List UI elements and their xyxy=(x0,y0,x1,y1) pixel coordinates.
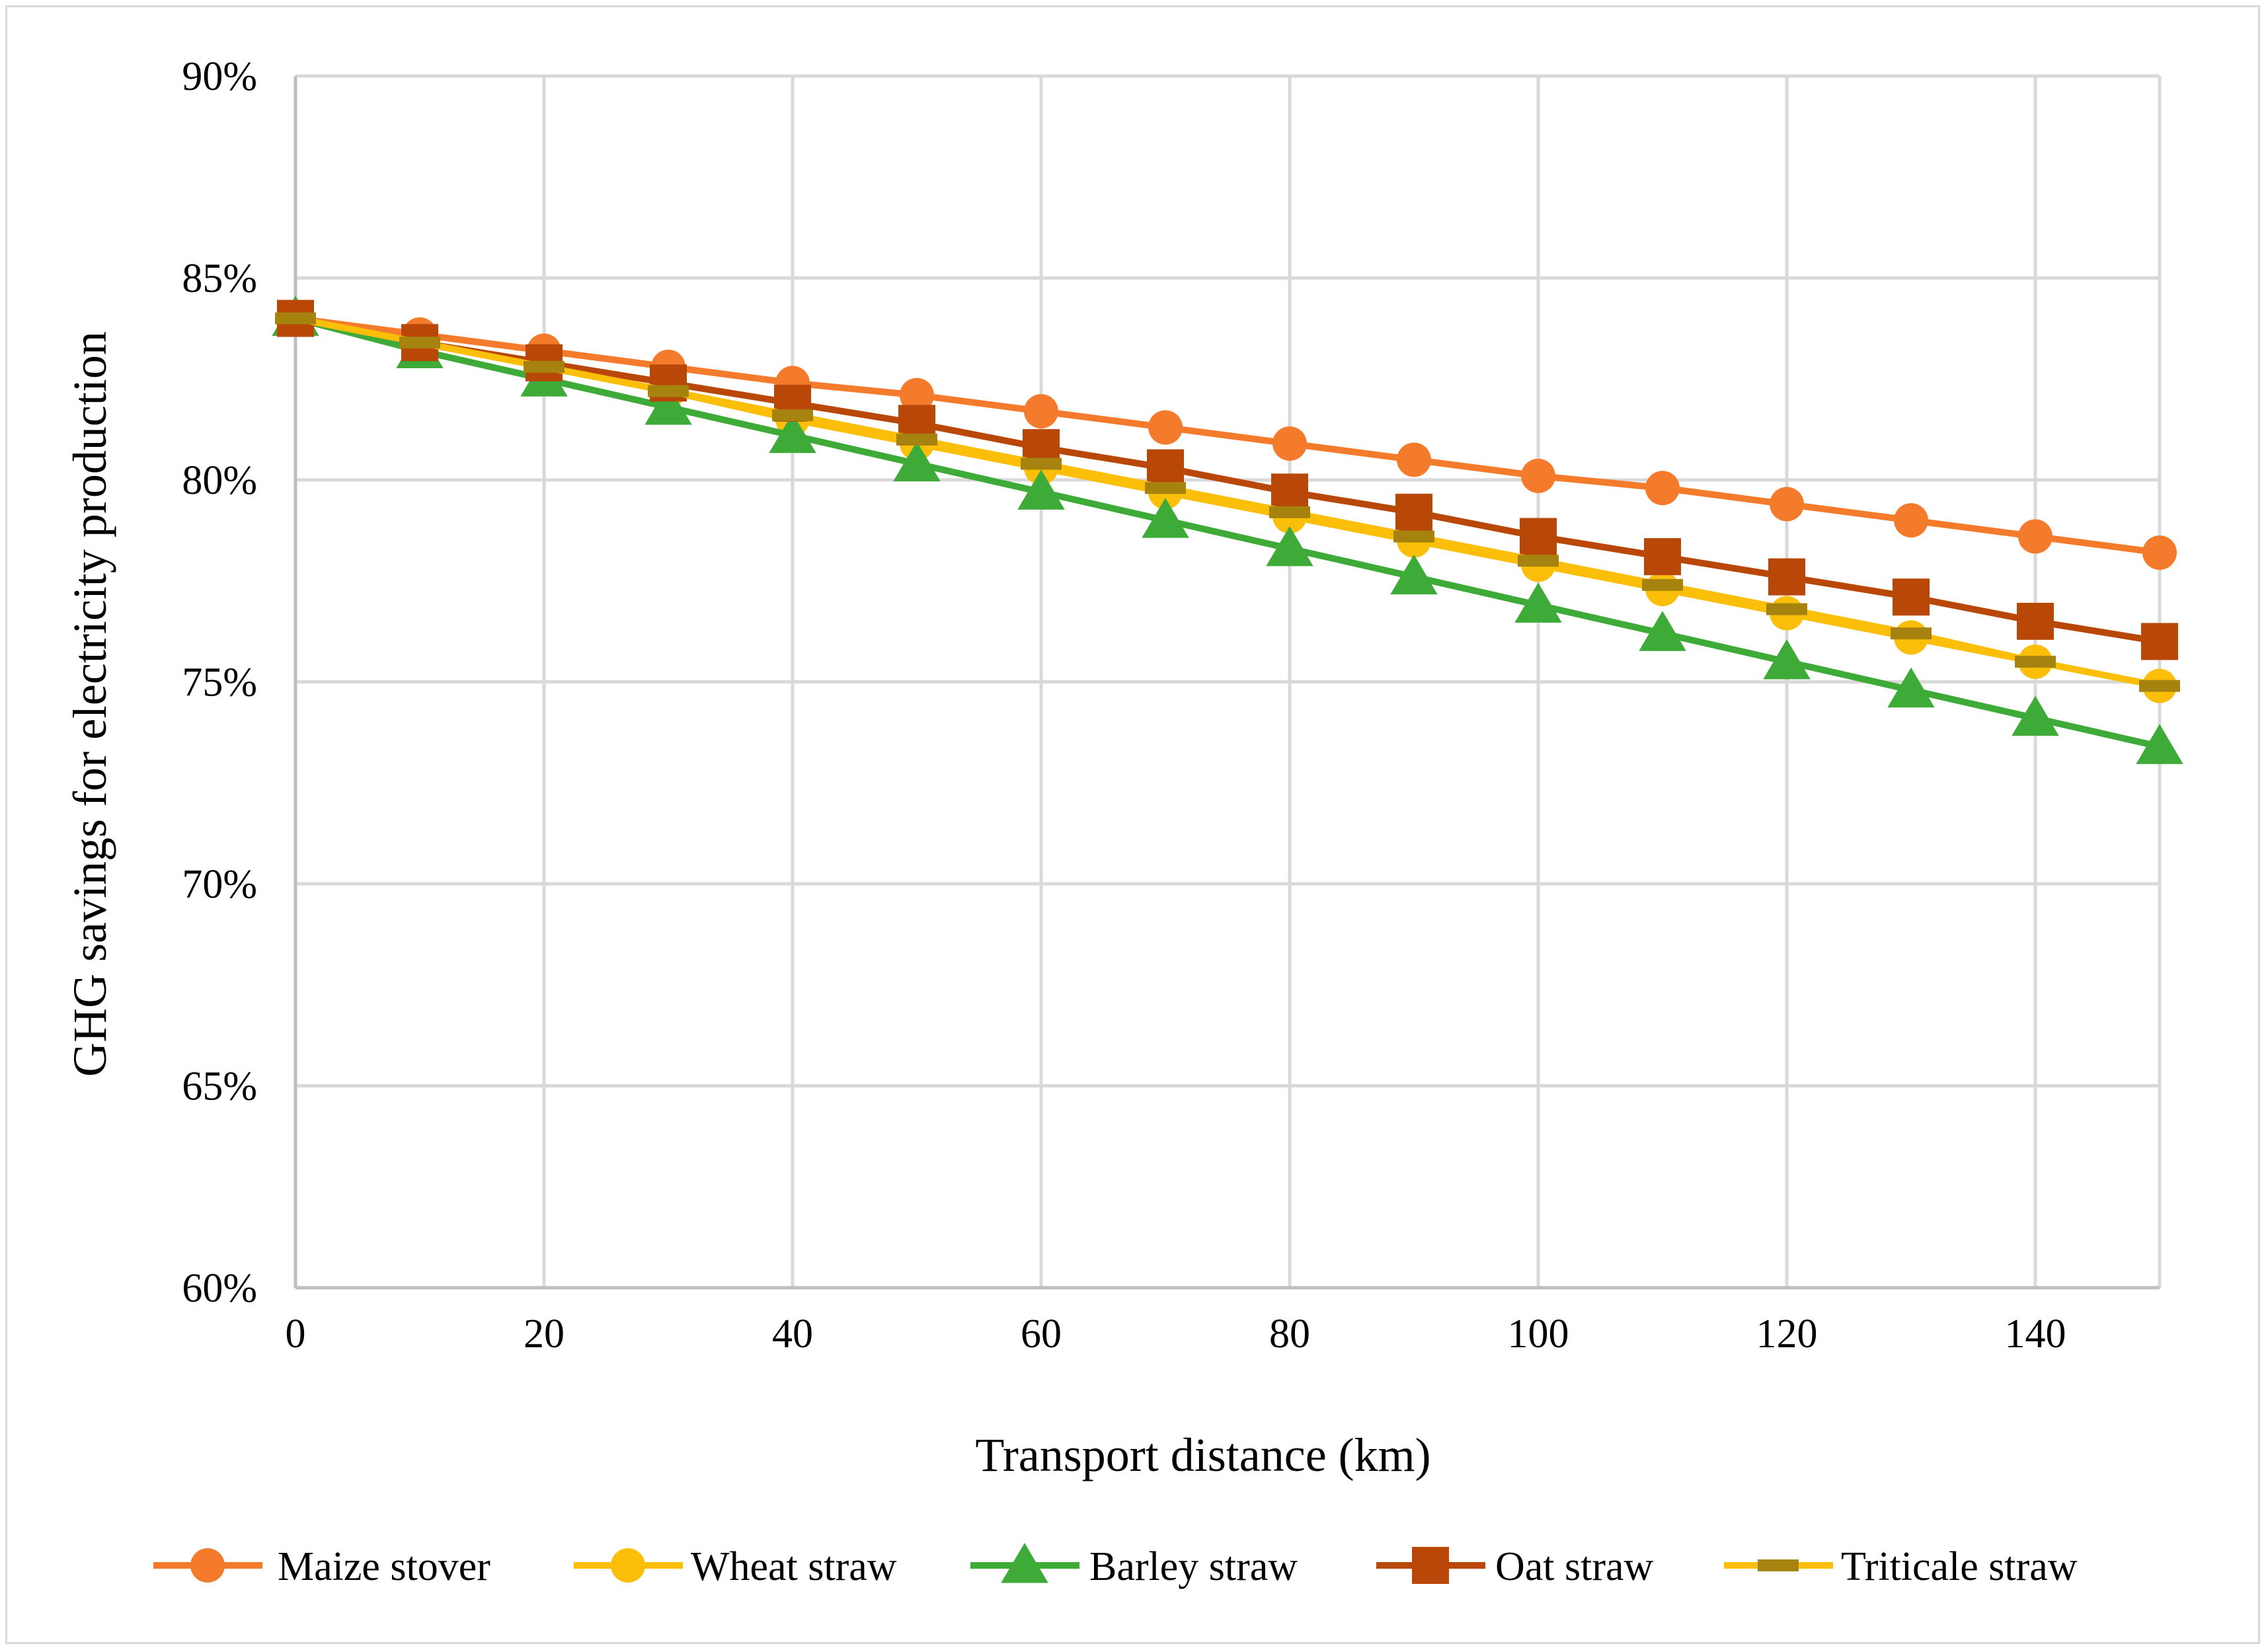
legend-item-oat-straw[interactable]: Oat straw xyxy=(1376,1544,1654,1589)
data-point-barley-straw xyxy=(2136,724,2183,764)
y-tick-label: 75% xyxy=(182,660,257,705)
x-axis-title: Transport distance (km) xyxy=(975,1429,1430,1481)
data-point-barley-straw xyxy=(645,385,692,425)
y-tick-labels: 60% 65% 70% 75% 80% 85% 90% xyxy=(182,54,257,1311)
data-point-maize-stover xyxy=(1148,410,1183,445)
series-group xyxy=(272,295,2183,764)
y-tick-label: 65% xyxy=(182,1064,257,1109)
data-point-oat-straw xyxy=(1395,493,1432,531)
data-point-maize-stover xyxy=(1894,503,1928,538)
data-point-barley-straw xyxy=(1390,554,1438,595)
data-point-oat-straw xyxy=(2141,623,2178,660)
data-point-barley-straw xyxy=(1142,498,1189,538)
data-point-triticale-straw xyxy=(2015,655,2056,668)
data-point-triticale-straw xyxy=(1891,627,1932,640)
x-tick-label: 100 xyxy=(1508,1312,1569,1357)
data-point-maize-stover xyxy=(2142,535,2177,570)
data-point-barley-straw xyxy=(1763,639,1811,680)
data-point-maize-stover xyxy=(1770,487,1804,522)
data-point-oat-straw xyxy=(1147,449,1184,487)
data-point-maize-stover xyxy=(1272,426,1307,461)
data-point-maize-stover xyxy=(900,377,934,413)
data-point-barley-straw xyxy=(893,441,941,482)
data-point-triticale-straw xyxy=(1393,530,1434,543)
data-point-oat-straw xyxy=(1520,518,1557,555)
x-tick-labels: 0 20 40 60 80 100 120 140 xyxy=(286,1312,2066,1357)
y-tick-label: 90% xyxy=(182,54,257,99)
data-point-oat-straw xyxy=(1893,578,1930,616)
legend-item-barley-straw[interactable]: Barley straw xyxy=(970,1543,1298,1589)
data-point-oat-straw xyxy=(1271,473,1308,511)
data-point-barley-straw xyxy=(1639,611,1686,651)
legend-marker xyxy=(1001,1543,1048,1583)
x-tick-label: 140 xyxy=(2005,1312,2066,1357)
data-point-triticale-straw xyxy=(1518,555,1559,567)
y-axis-title: GHG savings for electricity production xyxy=(63,331,116,1077)
series-maize-stover xyxy=(278,301,2177,570)
series-line-triticale-straw xyxy=(295,315,2160,689)
y-tick-label: 85% xyxy=(182,256,257,301)
data-point-triticale-straw xyxy=(1145,482,1186,494)
legend-item-triticale-straw[interactable]: Triticale straw xyxy=(1724,1544,2078,1589)
legend-marker xyxy=(190,1548,225,1583)
data-point-triticale-straw xyxy=(896,433,937,446)
x-tick-label: 40 xyxy=(772,1312,813,1357)
data-point-oat-straw xyxy=(1644,538,1681,576)
x-tick-label: 60 xyxy=(1021,1312,1062,1357)
legend-label: Oat straw xyxy=(1495,1544,1654,1589)
legend-item-wheat-straw[interactable]: Wheat straw xyxy=(574,1544,897,1589)
y-tick-label: 70% xyxy=(182,862,257,907)
x-tick-label: 120 xyxy=(1756,1312,1818,1357)
data-point-oat-straw xyxy=(2017,602,2054,640)
data-point-maize-stover xyxy=(2018,519,2053,554)
data-point-maize-stover xyxy=(1521,458,1555,493)
data-point-triticale-straw xyxy=(1021,457,1062,470)
y-tick-label: 60% xyxy=(182,1266,257,1311)
legend-label: Triticale straw xyxy=(1841,1544,2078,1589)
y-tick-label: 80% xyxy=(182,458,257,503)
legend-marker xyxy=(1758,1559,1799,1571)
legend-marker xyxy=(611,1548,645,1583)
data-point-triticale-straw xyxy=(275,312,316,325)
data-point-triticale-straw xyxy=(524,360,565,373)
grid-lines xyxy=(295,74,2162,1288)
legend-item-maize-stover[interactable]: Maize stover xyxy=(153,1544,490,1589)
data-point-barley-straw xyxy=(1514,582,1562,623)
data-point-maize-stover xyxy=(1645,471,1680,506)
legend[interactable]: Maize stover Wheat straw Barley straw Oat s… xyxy=(153,1543,2078,1589)
legend-label: Barley straw xyxy=(1089,1544,1298,1589)
data-point-oat-straw xyxy=(1768,558,1805,596)
x-tick-label: 20 xyxy=(524,1312,565,1357)
data-point-triticale-straw xyxy=(648,385,689,397)
data-point-triticale-straw xyxy=(2139,680,2180,692)
series-line-maize-stover xyxy=(295,315,2160,556)
data-point-triticale-straw xyxy=(399,336,440,349)
x-tick-label: 0 xyxy=(286,1312,306,1357)
data-point-barley-straw xyxy=(1887,667,1935,708)
data-point-triticale-straw xyxy=(1642,578,1683,591)
data-point-barley-straw xyxy=(769,413,816,453)
legend-label: Wheat straw xyxy=(691,1544,897,1589)
data-point-maize-stover xyxy=(1024,394,1058,429)
data-point-maize-stover xyxy=(1397,442,1431,477)
data-point-barley-straw xyxy=(1266,526,1313,567)
series-line-oat-straw xyxy=(295,315,2160,645)
data-point-triticale-straw xyxy=(1766,603,1807,615)
legend-marker xyxy=(1412,1547,1449,1584)
legend-label: Maize stover xyxy=(278,1544,490,1589)
data-point-barley-straw xyxy=(2012,695,2059,736)
data-point-barley-straw xyxy=(1017,469,1065,510)
data-point-triticale-straw xyxy=(772,409,813,422)
data-point-triticale-straw xyxy=(1269,506,1310,518)
axes xyxy=(293,76,2160,1290)
series-triticale-straw xyxy=(275,312,2180,692)
series-line-barley-straw xyxy=(294,315,2161,750)
x-tick-label: 80 xyxy=(1269,1312,1310,1357)
